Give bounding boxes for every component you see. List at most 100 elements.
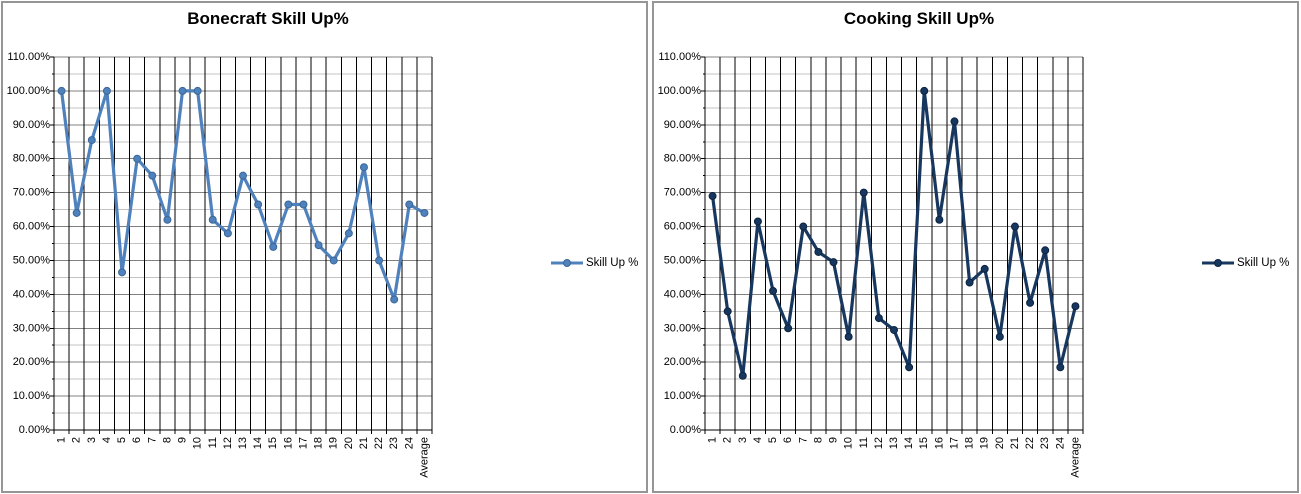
svg-text:60.00%: 60.00% <box>664 221 702 233</box>
series-markers <box>708 86 1080 380</box>
svg-text:14: 14 <box>252 437 264 449</box>
x-axis-labels: 1 2 3 4 5 6 7 8 9 10 11 12 13 14 15 16 17 18 19 20 21 22 23 24 A… <box>56 437 431 478</box>
svg-text:90.00%: 90.00% <box>13 119 51 131</box>
svg-text:21: 21 <box>358 437 370 449</box>
svg-text:10.00%: 10.00% <box>13 390 51 402</box>
cooking-plot-area: 0.00% 10.00% 20.00% 30.00% 40.00% 50.00% 60.00… <box>658 51 1084 478</box>
svg-text:0.00%: 0.00% <box>670 424 701 436</box>
v-category-gridlines <box>704 57 1084 430</box>
svg-text:70.00%: 70.00% <box>13 187 51 199</box>
h-minor-gridlines <box>54 73 432 414</box>
svg-text:9: 9 <box>828 437 840 443</box>
svg-text:20.00%: 20.00% <box>664 356 702 368</box>
svg-text:50.00%: 50.00% <box>664 254 702 266</box>
cooking-legend: Skill Up % <box>1201 257 1289 269</box>
bonecraft-plot-area: 0.00% 10.00% 20.00% 30.00% 40.00% 50.00% 60.00… <box>7 51 433 478</box>
svg-text:13: 13 <box>888 437 900 449</box>
bonecraft-chart-panel: Bonecraft Skill Up% 0.00% 10.00% 20.00% 30.… <box>1 1 648 493</box>
y-axis-ticks <box>701 56 705 431</box>
svg-text:80.00%: 80.00% <box>664 153 702 165</box>
svg-text:20.00%: 20.00% <box>13 356 51 368</box>
svg-text:8: 8 <box>161 437 173 443</box>
svg-text:6: 6 <box>782 437 794 443</box>
series-markers <box>57 86 429 304</box>
x-axis-ticks <box>53 430 433 434</box>
legend-label: Skill Up % <box>586 257 639 269</box>
svg-text:70.00%: 70.00% <box>664 187 702 199</box>
svg-text:30.00%: 30.00% <box>664 322 702 334</box>
svg-text:24: 24 <box>403 437 415 449</box>
legend-line-marker-icon <box>1202 259 1234 267</box>
svg-text:1: 1 <box>56 437 68 443</box>
svg-text:22: 22 <box>373 437 385 449</box>
series-line <box>59 89 427 302</box>
svg-text:7: 7 <box>146 437 158 443</box>
svg-text:14: 14 <box>903 437 915 449</box>
svg-text:24: 24 <box>1054 437 1066 449</box>
svg-text:15: 15 <box>918 437 930 449</box>
svg-text:7: 7 <box>797 437 809 443</box>
y-axis-labels: 0.00% 10.00% 20.00% 30.00% 40.00% 50.00% 60.00… <box>7 51 51 436</box>
x-axis-ticks <box>704 430 1084 434</box>
svg-text:40.00%: 40.00% <box>13 288 51 300</box>
svg-text:1: 1 <box>707 437 719 443</box>
svg-text:10: 10 <box>192 437 204 449</box>
svg-text:110.00%: 110.00% <box>658 51 701 63</box>
svg-text:11: 11 <box>207 437 219 448</box>
svg-text:40.00%: 40.00% <box>664 288 702 300</box>
svg-text:20: 20 <box>994 437 1006 449</box>
h-minor-gridlines <box>705 73 1083 414</box>
svg-text:16: 16 <box>282 437 294 449</box>
svg-text:100.00%: 100.00% <box>7 85 51 97</box>
svg-text:10.00%: 10.00% <box>664 390 702 402</box>
svg-text:4: 4 <box>752 437 764 443</box>
svg-text:11: 11 <box>858 437 870 448</box>
svg-text:19: 19 <box>328 437 340 449</box>
svg-text:16: 16 <box>933 437 945 449</box>
svg-text:15: 15 <box>267 437 279 449</box>
svg-text:19: 19 <box>979 437 991 449</box>
svg-text:30.00%: 30.00% <box>13 322 51 334</box>
svg-text:6: 6 <box>131 437 143 443</box>
svg-text:3: 3 <box>737 437 749 443</box>
svg-text:20: 20 <box>343 437 355 449</box>
svg-text:17: 17 <box>948 437 960 449</box>
y-axis-labels: 0.00% 10.00% 20.00% 30.00% 40.00% 50.00% 60.00… <box>658 51 702 436</box>
svg-text:5: 5 <box>767 437 779 443</box>
h-major-gridlines <box>54 56 432 397</box>
svg-text:21: 21 <box>1009 437 1021 449</box>
svg-text:13: 13 <box>237 437 249 449</box>
svg-text:2: 2 <box>722 437 734 443</box>
bonecraft-chart-title: Bonecraft Skill Up% <box>187 9 349 28</box>
svg-text:100.00%: 100.00% <box>658 85 702 97</box>
legend-line-marker-icon <box>551 259 583 267</box>
svg-text:22: 22 <box>1024 437 1036 449</box>
svg-text:4: 4 <box>101 437 113 443</box>
cooking-chart-title: Cooking Skill Up% <box>843 9 995 28</box>
svg-text:Average: Average <box>418 437 430 478</box>
svg-text:18: 18 <box>964 437 976 449</box>
svg-text:110.00%: 110.00% <box>7 51 50 63</box>
svg-text:90.00%: 90.00% <box>664 119 702 131</box>
x-axis-labels: 1 2 3 4 5 6 7 8 9 10 11 12 13 14 15 16 17 18 19 20 21 22 23 24 A… <box>707 437 1082 478</box>
svg-text:23: 23 <box>388 437 400 449</box>
svg-text:8: 8 <box>812 437 824 443</box>
svg-text:12: 12 <box>222 437 234 449</box>
svg-text:17: 17 <box>297 437 309 449</box>
svg-text:10: 10 <box>843 437 855 449</box>
svg-text:50.00%: 50.00% <box>13 254 51 266</box>
svg-text:18: 18 <box>313 437 325 449</box>
svg-text:Average: Average <box>1069 437 1081 478</box>
svg-text:9: 9 <box>177 437 189 443</box>
bonecraft-legend: Skill Up % <box>550 257 638 269</box>
svg-text:23: 23 <box>1039 437 1051 449</box>
y-axis-ticks <box>50 56 54 431</box>
svg-text:2: 2 <box>71 437 83 443</box>
svg-text:80.00%: 80.00% <box>13 153 51 165</box>
svg-text:12: 12 <box>873 437 885 449</box>
svg-text:5: 5 <box>116 437 128 443</box>
legend-label: Skill Up % <box>1237 257 1290 269</box>
svg-text:60.00%: 60.00% <box>13 221 51 233</box>
cooking-chart-panel: Cooking Skill Up% 0.00% 10.00% 20.00% 30.00… <box>652 1 1299 493</box>
